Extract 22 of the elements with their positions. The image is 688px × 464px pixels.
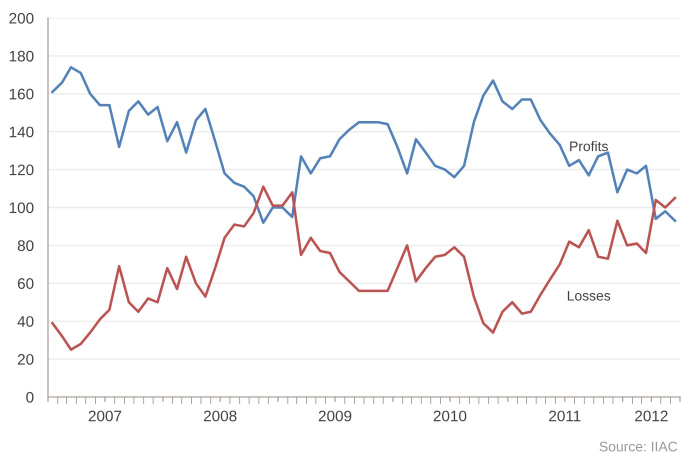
x-tick-label: 2011 [549, 410, 580, 422]
y-tick-label: 80 [18, 240, 34, 252]
x-tick-label: 2007 [88, 410, 122, 422]
series-label: Losses [568, 290, 610, 301]
series-label: Profits [570, 141, 608, 152]
y-tick-label: 180 [10, 50, 34, 62]
y-tick-label: 100 [10, 202, 34, 214]
y-tick-label: 200 [9, 12, 34, 24]
x-tick-label: 2012 [635, 410, 668, 422]
y-tick-label: 120 [10, 164, 34, 176]
y-tick-label: 0 [26, 392, 34, 403]
y-tick-label: 160 [10, 88, 34, 100]
y-tick-label: 20 [18, 354, 34, 365]
source-note: Source: IIAC [600, 442, 678, 452]
y-tick-label: 60 [18, 278, 34, 289]
x-tick-label: 2009 [318, 410, 352, 422]
line-series [51, 185, 676, 351]
y-tick-label: 140 [10, 126, 34, 138]
x-tick-label: 2008 [204, 410, 236, 422]
x-tick-label: 2010 [434, 410, 466, 422]
y-tick-label: 40 [17, 316, 34, 327]
line-series [51, 66, 676, 224]
